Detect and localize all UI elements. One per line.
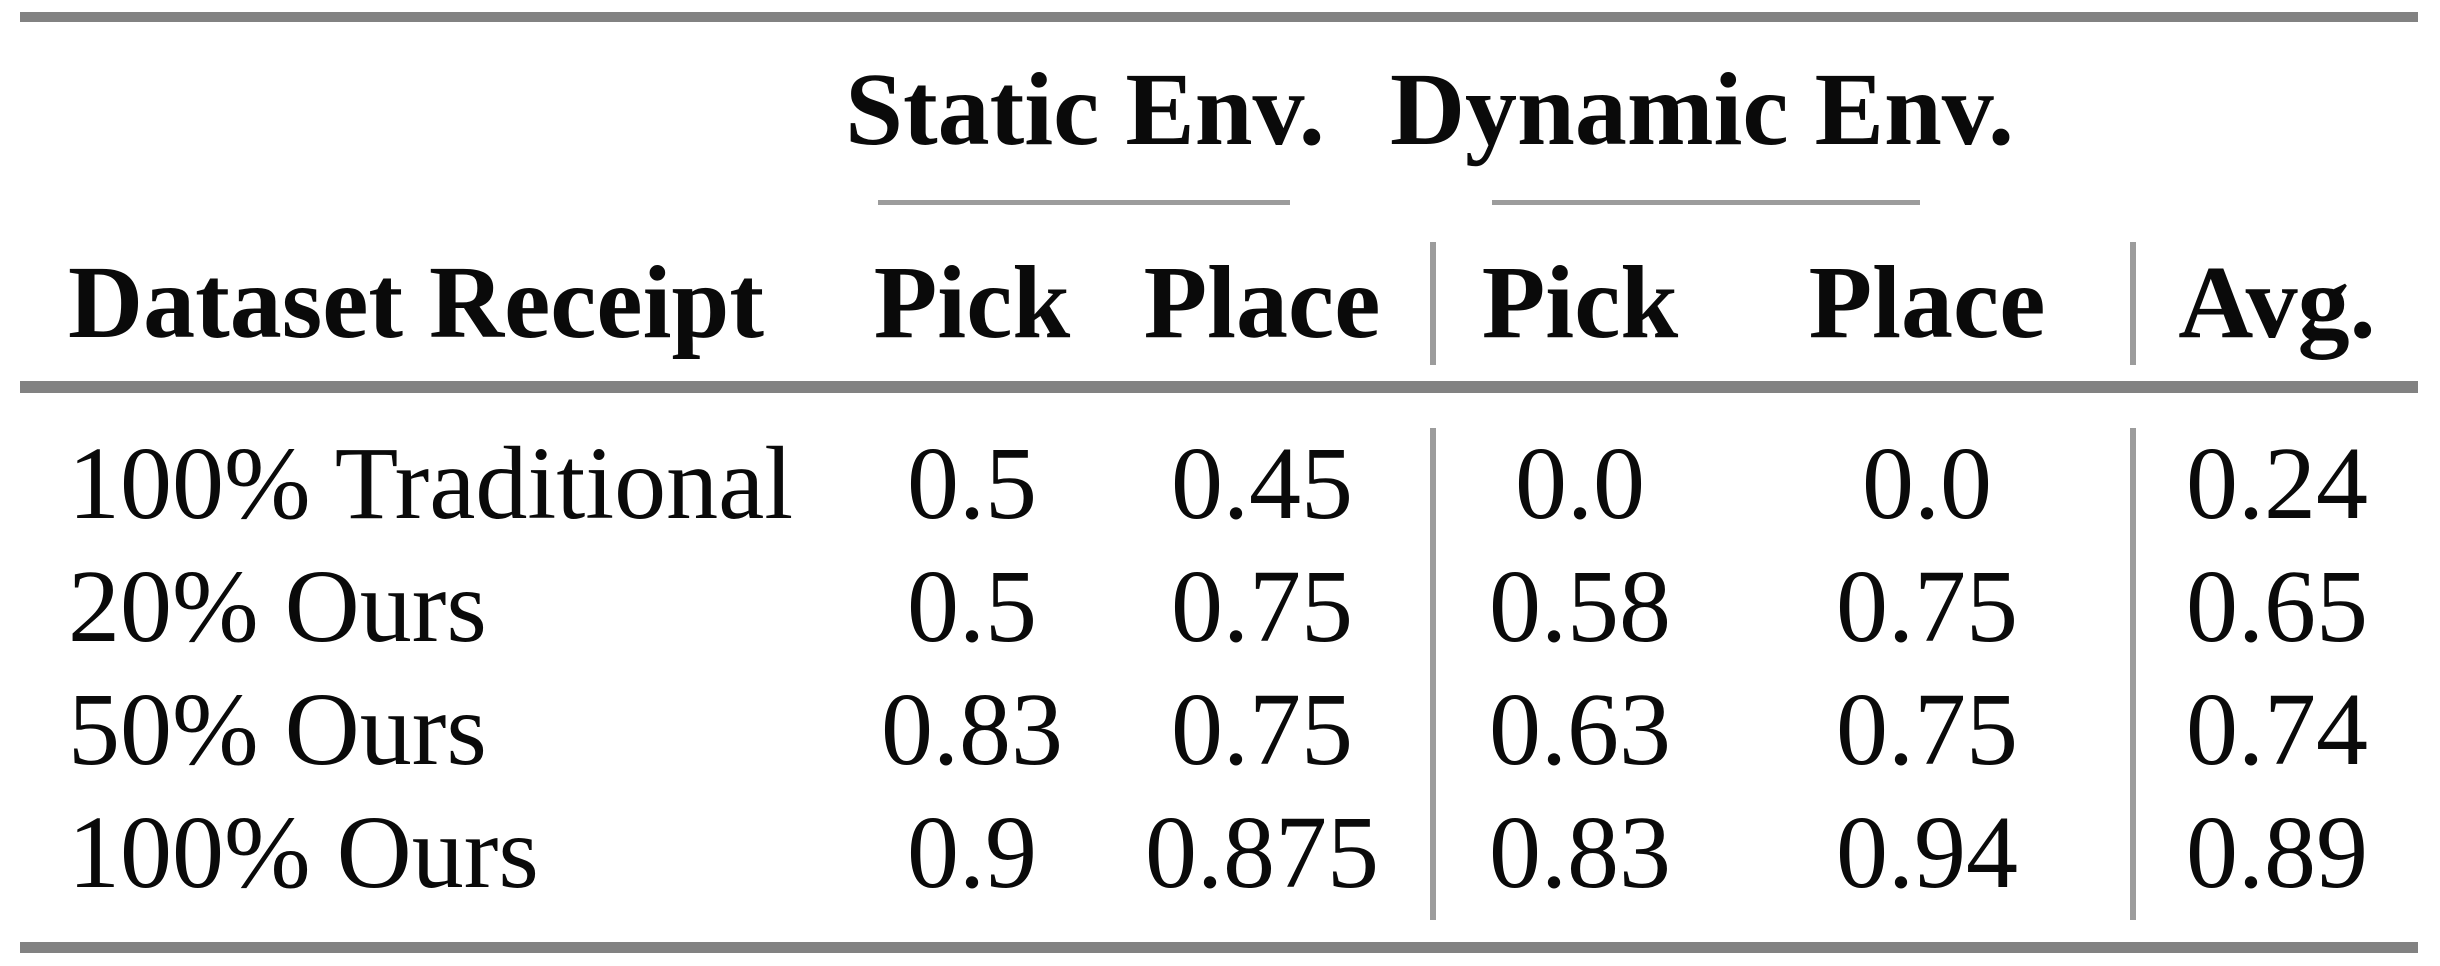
cell-row1-receipt: 20% Ours (68, 549, 487, 664)
cell-row2-dynamic-pick: 0.63 (1489, 672, 1671, 787)
cell-row0-dynamic-pick: 0.0 (1515, 426, 1645, 541)
cell-row0-avg: 0.24 (2186, 426, 2368, 541)
static-env-underline (878, 200, 1290, 205)
cell-row0-receipt: 100% Traditional (68, 426, 794, 541)
col-header-static-pick: Pick (873, 245, 1071, 360)
cell-row3-dynamic-pick: 0.83 (1489, 795, 1671, 910)
cell-row1-avg: 0.65 (2186, 549, 2368, 664)
cell-row3-static-pick: 0.9 (907, 795, 1037, 910)
cell-row1-static-place: 0.75 (1171, 549, 1353, 664)
cell-row2-static-place: 0.75 (1171, 672, 1353, 787)
cell-row1-dynamic-place: 0.75 (1836, 549, 2018, 664)
col-header-dynamic-place: Place (1808, 245, 2046, 360)
col-header-dynamic-pick: Pick (1481, 245, 1679, 360)
cell-row3-receipt: 100% Ours (68, 795, 539, 910)
cell-row2-receipt: 50% Ours (68, 672, 487, 787)
col-header-static-place: Place (1143, 245, 1381, 360)
cell-row0-dynamic-place: 0.0 (1862, 426, 1992, 541)
cell-row2-avg: 0.74 (2186, 672, 2368, 787)
cell-row3-avg: 0.89 (2186, 795, 2368, 910)
cell-row2-static-pick: 0.83 (881, 672, 1063, 787)
cell-row0-static-place: 0.45 (1171, 426, 1353, 541)
cell-row1-static-pick: 0.5 (907, 549, 1037, 664)
table-bottom-rule (20, 942, 2418, 953)
col-header-avg: Avg. (2178, 245, 2376, 360)
table-header-rule (20, 381, 2418, 393)
cell-row1-dynamic-pick: 0.58 (1489, 549, 1671, 664)
cell-row0-static-pick: 0.5 (907, 426, 1037, 541)
separator-static-dynamic-body (1430, 428, 1436, 920)
separator-dynamic-avg-body (2130, 428, 2136, 920)
cell-row3-dynamic-place: 0.94 (1836, 795, 2018, 910)
separator-dynamic-avg-header (2130, 242, 2136, 365)
col-header-dataset-receipt: Dataset Receipt (68, 245, 764, 360)
column-group-static-env: Static Env. (845, 52, 1325, 167)
cell-row3-static-place: 0.875 (1145, 795, 1379, 910)
separator-static-dynamic-header (1430, 242, 1436, 365)
table-top-rule (20, 12, 2418, 22)
cell-row2-dynamic-place: 0.75 (1836, 672, 2018, 787)
dynamic-env-underline (1492, 200, 1920, 205)
column-group-dynamic-env: Dynamic Env. (1389, 52, 2015, 167)
